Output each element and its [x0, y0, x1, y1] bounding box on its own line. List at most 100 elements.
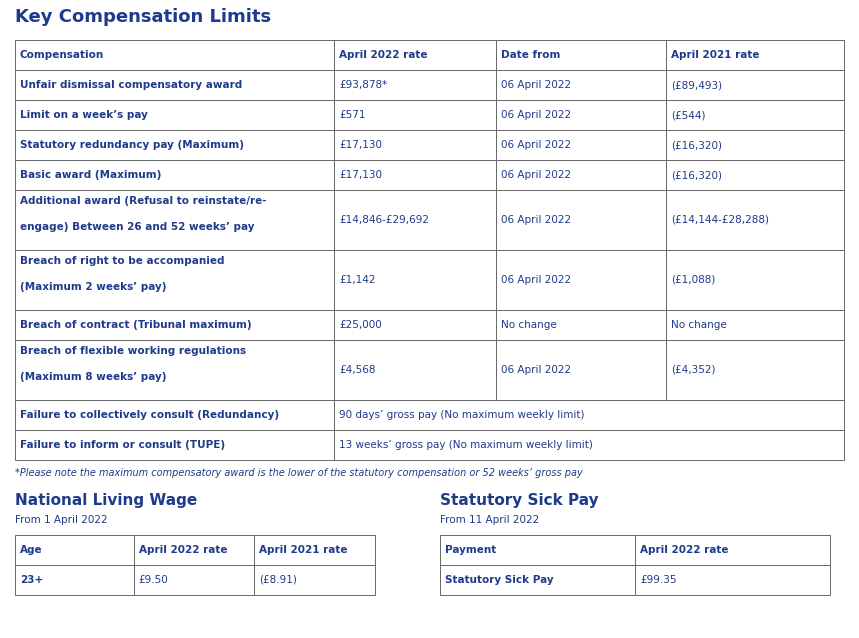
- Text: Statutory Sick Pay: Statutory Sick Pay: [445, 575, 553, 585]
- Text: Failure to collectively consult (Redundancy): Failure to collectively consult (Redunda…: [20, 410, 279, 420]
- Bar: [496, 130, 666, 160]
- Text: Payment: Payment: [445, 545, 497, 555]
- Bar: [496, 250, 666, 310]
- Bar: [134, 535, 254, 565]
- Bar: [15, 400, 334, 430]
- Bar: [334, 70, 496, 100]
- Text: £25,000: £25,000: [339, 320, 382, 330]
- Text: April 2022 rate: April 2022 rate: [640, 545, 728, 555]
- Bar: [15, 100, 334, 130]
- Text: 06 April 2022: 06 April 2022: [501, 215, 571, 225]
- Text: £1,142: £1,142: [339, 275, 375, 285]
- Bar: [666, 160, 844, 190]
- Text: 13 weeks’ gross pay (No maximum weekly limit): 13 weeks’ gross pay (No maximum weekly l…: [339, 440, 593, 450]
- Bar: [15, 340, 334, 400]
- Bar: [666, 190, 844, 250]
- Bar: [334, 100, 496, 130]
- Bar: [15, 310, 334, 340]
- Text: (£14,144-£28,288): (£14,144-£28,288): [671, 215, 769, 225]
- Bar: [334, 160, 496, 190]
- Bar: [334, 430, 844, 460]
- Text: Unfair dismissal compensatory award: Unfair dismissal compensatory award: [20, 80, 242, 90]
- Bar: [496, 310, 666, 340]
- Text: Age: Age: [20, 545, 43, 555]
- Bar: [666, 340, 844, 400]
- Bar: [15, 250, 334, 310]
- Bar: [15, 130, 334, 160]
- Text: (£1,088): (£1,088): [671, 275, 716, 285]
- Text: Failure to inform or consult (TUPE): Failure to inform or consult (TUPE): [20, 440, 225, 450]
- Bar: [15, 160, 334, 190]
- Text: (£4,352): (£4,352): [671, 365, 716, 375]
- Text: 06 April 2022: 06 April 2022: [501, 140, 571, 150]
- Text: £93,878*: £93,878*: [339, 80, 387, 90]
- Text: (Maximum 2 weeks’ pay): (Maximum 2 weeks’ pay): [20, 282, 167, 292]
- Text: £14,846-£29,692: £14,846-£29,692: [339, 215, 430, 225]
- Bar: [496, 340, 666, 400]
- Bar: [666, 40, 844, 70]
- Bar: [496, 100, 666, 130]
- Text: National Living Wage: National Living Wage: [15, 493, 198, 508]
- Text: 06 April 2022: 06 April 2022: [501, 80, 571, 90]
- Text: Statutory Sick Pay: Statutory Sick Pay: [440, 493, 599, 508]
- Bar: [496, 70, 666, 100]
- Bar: [666, 250, 844, 310]
- Bar: [334, 400, 844, 430]
- Bar: [496, 190, 666, 250]
- Text: April 2021 rate: April 2021 rate: [671, 50, 759, 60]
- Text: (Maximum 8 weeks’ pay): (Maximum 8 weeks’ pay): [20, 372, 167, 382]
- Text: 06 April 2022: 06 April 2022: [501, 170, 571, 180]
- Text: *Please note the maximum compensatory award is the lower of the statutory compen: *Please note the maximum compensatory aw…: [15, 468, 582, 478]
- Text: No change: No change: [501, 320, 557, 330]
- Text: Breach of contract (Tribunal maximum): Breach of contract (Tribunal maximum): [20, 320, 252, 330]
- Bar: [635, 535, 830, 565]
- Text: April 2021 rate: April 2021 rate: [259, 545, 348, 555]
- Bar: [440, 565, 635, 595]
- Bar: [334, 340, 496, 400]
- Bar: [15, 40, 334, 70]
- Text: Breach of flexible working regulations: Breach of flexible working regulations: [20, 346, 247, 356]
- Text: £9.50: £9.50: [139, 575, 168, 585]
- Text: From 1 April 2022: From 1 April 2022: [15, 515, 107, 525]
- Bar: [496, 160, 666, 190]
- Text: £4,568: £4,568: [339, 365, 375, 375]
- Text: From 11 April 2022: From 11 April 2022: [440, 515, 539, 525]
- Text: (£544): (£544): [671, 110, 705, 120]
- Bar: [666, 310, 844, 340]
- Bar: [15, 565, 134, 595]
- Text: £99.35: £99.35: [640, 575, 677, 585]
- Text: Additional award (Refusal to reinstate/re-: Additional award (Refusal to reinstate/r…: [20, 196, 266, 206]
- Text: £17,130: £17,130: [339, 170, 382, 180]
- Bar: [15, 70, 334, 100]
- Text: (£16,320): (£16,320): [671, 170, 722, 180]
- Text: £17,130: £17,130: [339, 140, 382, 150]
- Text: Basic award (Maximum): Basic award (Maximum): [20, 170, 161, 180]
- Text: (£16,320): (£16,320): [671, 140, 722, 150]
- Text: 90 days’ gross pay (No maximum weekly limit): 90 days’ gross pay (No maximum weekly li…: [339, 410, 585, 420]
- Bar: [440, 535, 635, 565]
- Bar: [334, 190, 496, 250]
- Text: April 2022 rate: April 2022 rate: [339, 50, 428, 60]
- Bar: [15, 190, 334, 250]
- Bar: [666, 130, 844, 160]
- Text: 23+: 23+: [20, 575, 43, 585]
- Text: No change: No change: [671, 320, 727, 330]
- Text: Statutory redundancy pay (Maximum): Statutory redundancy pay (Maximum): [20, 140, 244, 150]
- Text: Compensation: Compensation: [20, 50, 104, 60]
- Text: Breach of right to be accompanied: Breach of right to be accompanied: [20, 256, 224, 266]
- Bar: [666, 70, 844, 100]
- Text: April 2022 rate: April 2022 rate: [139, 545, 228, 555]
- Bar: [334, 310, 496, 340]
- Text: 06 April 2022: 06 April 2022: [501, 110, 571, 120]
- Text: engage) Between 26 and 52 weeks’ pay: engage) Between 26 and 52 weeks’ pay: [20, 222, 254, 232]
- Bar: [666, 100, 844, 130]
- Bar: [15, 535, 134, 565]
- Bar: [254, 565, 375, 595]
- Text: 06 April 2022: 06 April 2022: [501, 365, 571, 375]
- Bar: [134, 565, 254, 595]
- Bar: [334, 130, 496, 160]
- Text: (£8.91): (£8.91): [259, 575, 297, 585]
- Bar: [254, 535, 375, 565]
- Bar: [15, 430, 334, 460]
- Bar: [496, 40, 666, 70]
